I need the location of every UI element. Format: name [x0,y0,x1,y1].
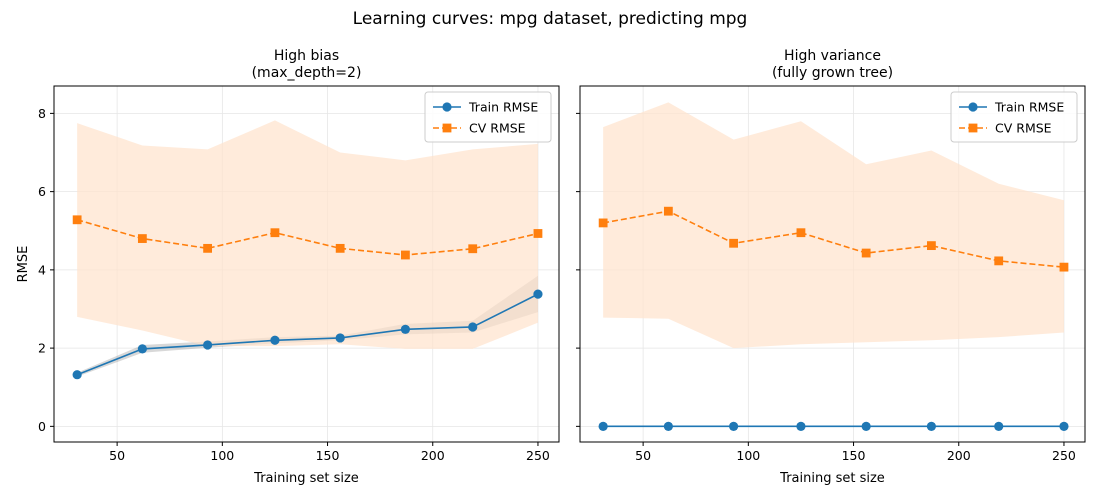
cv-rmse-point [598,218,608,228]
cv-rmse-point [203,243,213,253]
train-rmse-point [270,335,280,345]
train-rmse-point [203,340,213,350]
panel-subtitle: (fully grown tree) [772,65,893,81]
train-rmse-point [861,421,871,431]
train-rmse-point [598,421,608,431]
x-axis-label: Training set size [253,471,359,486]
train-rmse-point [335,333,345,343]
train-rmse-point [796,421,806,431]
train-rmse-point [926,421,936,431]
legend-marker-cv [442,123,452,133]
train-rmse-line [76,293,539,376]
x-tick-label: 100 [736,448,760,463]
x-tick-label: 200 [947,448,971,463]
y-tick-label: 8 [38,106,46,121]
cv-rmse-point [468,244,478,254]
y-axis-label: RMSE [16,246,31,283]
legend-marker-train [968,102,978,112]
panel-subtitle: (max_depth=2) [252,65,362,81]
cv-rmse-point [270,228,280,238]
cv-rmse-point [72,215,82,225]
x-tick-label: 150 [316,448,340,463]
figure-suptitle: Learning curves: mpg dataset, predicting… [353,9,748,29]
x-tick-label: 50 [635,448,651,463]
legend-label-cv: CV RMSE [469,121,526,136]
cv-rmse-point [335,243,345,253]
x-tick-label: 50 [109,448,125,463]
legend: Train RMSE CV RMSE [950,91,1078,143]
y-tick-label: 4 [38,262,46,277]
cv-rmse-point [400,250,410,260]
x-tick-label: 150 [842,448,866,463]
train-rmse-point [729,421,739,431]
panel-title: High variance [784,48,881,64]
cv-rmse-band [603,102,1064,349]
cv-rmse-point [1059,262,1069,272]
panel-title: High bias [274,48,339,64]
cv-rmse-line [76,219,539,256]
legend-box [424,91,552,143]
cv-rmse-point [533,229,543,238]
panel-high-bias: 50 100 150 200 250 0 2 4 6 8 High bias(max_depth=2… [16,48,560,486]
x-tick-label: 250 [526,448,550,463]
cv-rmse-point [663,206,673,216]
panel-high-variance: 50 100 150 200 250 High variance(fully grown … [576,48,1086,486]
train-rmse-point [137,344,147,354]
legend-label-train: Train RMSE [468,100,538,115]
y-tick-label: 2 [38,341,46,356]
train-rmse-point [72,370,82,380]
cv-rmse-line [603,210,1065,268]
train-rmse-point [1059,421,1069,431]
cv-rmse-point [926,241,936,251]
cv-rmse-point [729,238,739,248]
y-tick-label: 6 [38,184,46,199]
cv-rmse-point [994,256,1004,266]
legend: Train RMSE CV RMSE [424,91,552,143]
axes-frame [53,85,560,443]
legend-label-cv: CV RMSE [995,121,1052,136]
x-tick-label: 200 [421,448,445,463]
cv-rmse-band [77,120,538,349]
train-rmse-point [994,421,1004,431]
cv-rmse-point [861,248,871,258]
x-axis-label: Training set size [779,471,885,486]
legend-box [950,91,1078,143]
train-rmse-point [533,289,543,299]
axes-frame [579,85,1086,443]
train-rmse-point [468,322,478,332]
train-rmse-point [663,421,673,431]
cv-rmse-point [796,228,806,238]
legend-marker-train [442,102,452,112]
x-tick-label: 100 [210,448,234,463]
cv-rmse-point [137,234,147,243]
y-tick-label: 0 [38,419,46,434]
legend-marker-cv [968,123,978,133]
train-rmse-point [400,324,410,334]
x-tick-label: 250 [1052,448,1076,463]
legend-label-train: Train RMSE [994,100,1064,115]
